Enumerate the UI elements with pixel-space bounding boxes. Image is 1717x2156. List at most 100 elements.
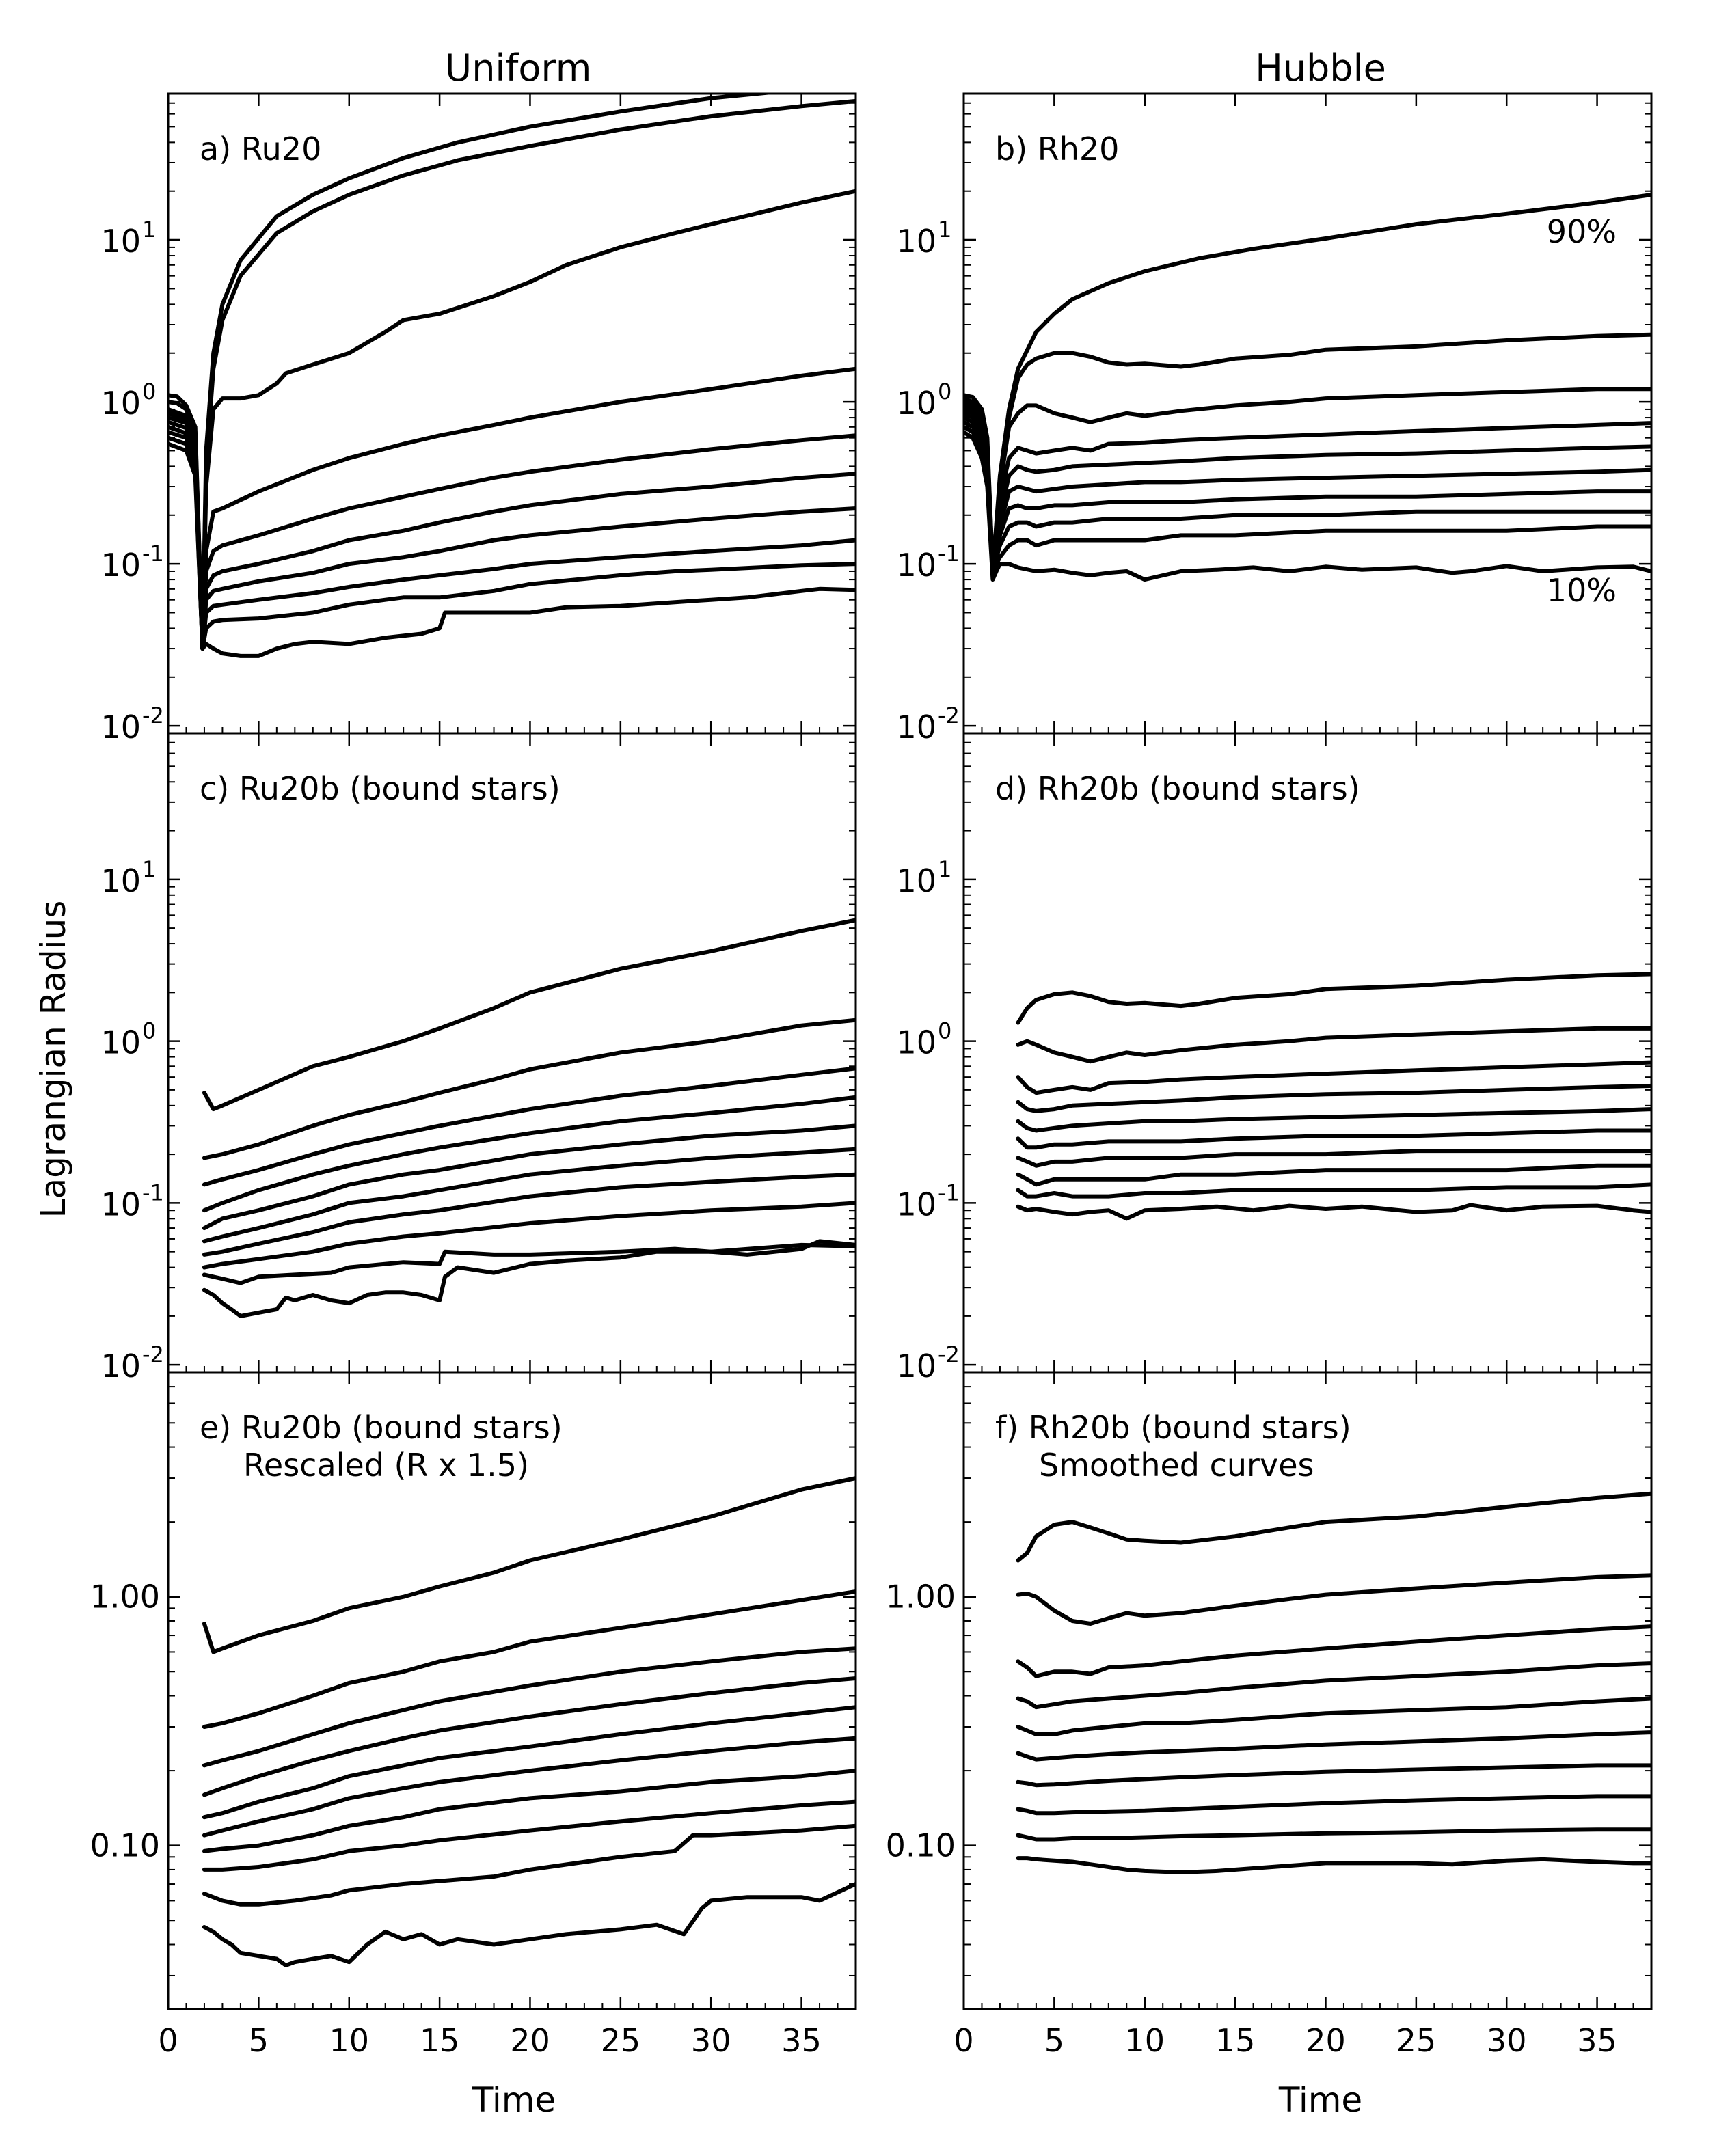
percentile-label-10: 10% <box>1547 572 1617 609</box>
x-tick-label: 15 <box>420 2022 460 2059</box>
series-line-10 <box>168 441 856 658</box>
x-axis-label-right: Time <box>1278 2080 1362 2120</box>
series-line-7 <box>1016 1763 1651 1788</box>
y-tick-label: 1.00 <box>886 1579 956 1615</box>
y-tick-label: 1.00 <box>90 1579 160 1615</box>
series-line-4 <box>1016 1083 1651 1113</box>
series-line-3 <box>1016 1624 1651 1678</box>
series-line-2 <box>1016 1573 1651 1626</box>
x-tick-label: 5 <box>249 2022 269 2059</box>
y-tick-label: 10 <box>100 385 141 422</box>
y-tick-label: 10 <box>896 1186 936 1223</box>
series-line-4 <box>1016 1661 1651 1710</box>
series-line-10 <box>964 430 1651 582</box>
series-line-2 <box>168 98 856 651</box>
y-tick-label: 10 <box>100 862 141 899</box>
series-line-8 <box>202 1201 856 1270</box>
x-tick-label: 5 <box>1044 2022 1064 2059</box>
y-tick-exponent: -2 <box>938 702 960 728</box>
series-line-9 <box>168 435 856 651</box>
series-line-3 <box>202 1066 856 1187</box>
series-line-2 <box>1016 1026 1651 1064</box>
series-line-1 <box>202 1476 856 1654</box>
series-line-7 <box>202 1172 856 1257</box>
y-tick-label: 10 <box>896 862 936 899</box>
series-group <box>168 94 856 658</box>
panel-annotation-2: Rescaled (R x 1.5) <box>243 1447 529 1484</box>
series-line-9 <box>1016 1827 1651 1842</box>
y-tick-exponent: -1 <box>938 541 960 567</box>
panel-annotation: c) Ru20b (bound stars) <box>200 770 560 807</box>
x-tick-label: 30 <box>691 2022 731 2059</box>
x-tick-label: 20 <box>510 2022 550 2059</box>
series-line-7 <box>964 415 1651 573</box>
series-group <box>202 1476 856 1967</box>
series-line-9 <box>202 1823 856 1907</box>
y-tick-exponent: 0 <box>938 379 951 405</box>
series-group <box>1016 972 1651 1221</box>
series-line-5 <box>202 1123 856 1231</box>
y-tick-label: 10 <box>896 223 936 260</box>
x-tick-label: 35 <box>1577 2022 1617 2059</box>
series-line-10 <box>202 1239 856 1318</box>
series-line-1 <box>202 918 856 1112</box>
y-tick-exponent: 0 <box>142 379 156 405</box>
y-tick-exponent: 1 <box>142 856 156 882</box>
x-tick-label: 10 <box>329 2022 369 2059</box>
y-tick-exponent: 0 <box>142 1018 156 1044</box>
series-group <box>964 193 1651 582</box>
y-tick-exponent: -2 <box>938 1341 960 1367</box>
series-line-8 <box>1016 1794 1651 1816</box>
series-line-2 <box>964 332 1651 573</box>
series-line-10 <box>1016 1203 1651 1221</box>
series-line-8 <box>202 1799 856 1872</box>
y-tick-label: 10 <box>896 1024 936 1061</box>
panel-annotation-2: Smoothed curves <box>1039 1447 1314 1484</box>
series-line-7 <box>1016 1149 1651 1168</box>
series-line-4 <box>202 1676 856 1797</box>
panel-e: 0 5 10 15 20 25 30 35 0.10 1.00 e) Ru20b (bound st… <box>90 1371 857 2059</box>
series-line-10 <box>1016 1856 1651 1874</box>
y-tick-label: 10 <box>100 709 141 746</box>
x-axis-label-left: Time <box>472 2080 556 2120</box>
panel-annotation: b) Rh20 <box>995 131 1119 167</box>
y-tick-label: 10 <box>100 1186 141 1223</box>
x-tick-label: 35 <box>781 2022 822 2059</box>
y-tick-exponent: -1 <box>938 1179 960 1205</box>
x-tick-label: 0 <box>954 2022 973 2059</box>
series-line-1 <box>1016 972 1651 1025</box>
y-tick-label: 10 <box>100 1348 141 1384</box>
series-line-8 <box>1016 1163 1651 1187</box>
y-tick-exponent: -1 <box>142 1179 164 1205</box>
panel-annotation: a) Ru20 <box>200 131 321 167</box>
series-line-5 <box>202 1705 856 1820</box>
x-tick-label: 25 <box>601 2022 641 2059</box>
panel-annotation: d) Rh20b (bound stars) <box>995 770 1360 807</box>
y-tick-exponent: 1 <box>142 217 156 243</box>
series-line-5 <box>1016 1696 1651 1736</box>
series-line-5 <box>1016 1107 1651 1133</box>
panel-annotation: f) Rh20b (bound stars) <box>995 1409 1351 1446</box>
series-line-3 <box>202 1646 856 1768</box>
series-group <box>202 918 856 1318</box>
series-line-9 <box>1016 1182 1651 1199</box>
y-tick-exponent: 1 <box>938 217 951 243</box>
series-line-10 <box>202 1882 856 1967</box>
x-tick-label: 0 <box>158 2022 178 2059</box>
series-line-3 <box>168 189 856 651</box>
plot-frame <box>962 92 1653 735</box>
series-line-6 <box>202 1147 856 1244</box>
series-group <box>1016 1491 1651 1874</box>
y-tick-label: 10 <box>896 547 936 584</box>
y-tick-label: 10 <box>100 1024 141 1061</box>
series-line-1 <box>168 94 779 651</box>
panel-f: 0 5 10 15 20 25 30 35 0.10 1.00 f) Rh20b (bound st… <box>886 1371 1653 2059</box>
y-axis-label: Lagrangian Radius <box>33 901 73 1218</box>
column-title-hubble: Hubble <box>1255 46 1386 90</box>
column-title-uniform: Uniform <box>445 46 592 90</box>
series-line-4 <box>202 1095 856 1213</box>
y-tick-exponent: -2 <box>142 1341 164 1367</box>
